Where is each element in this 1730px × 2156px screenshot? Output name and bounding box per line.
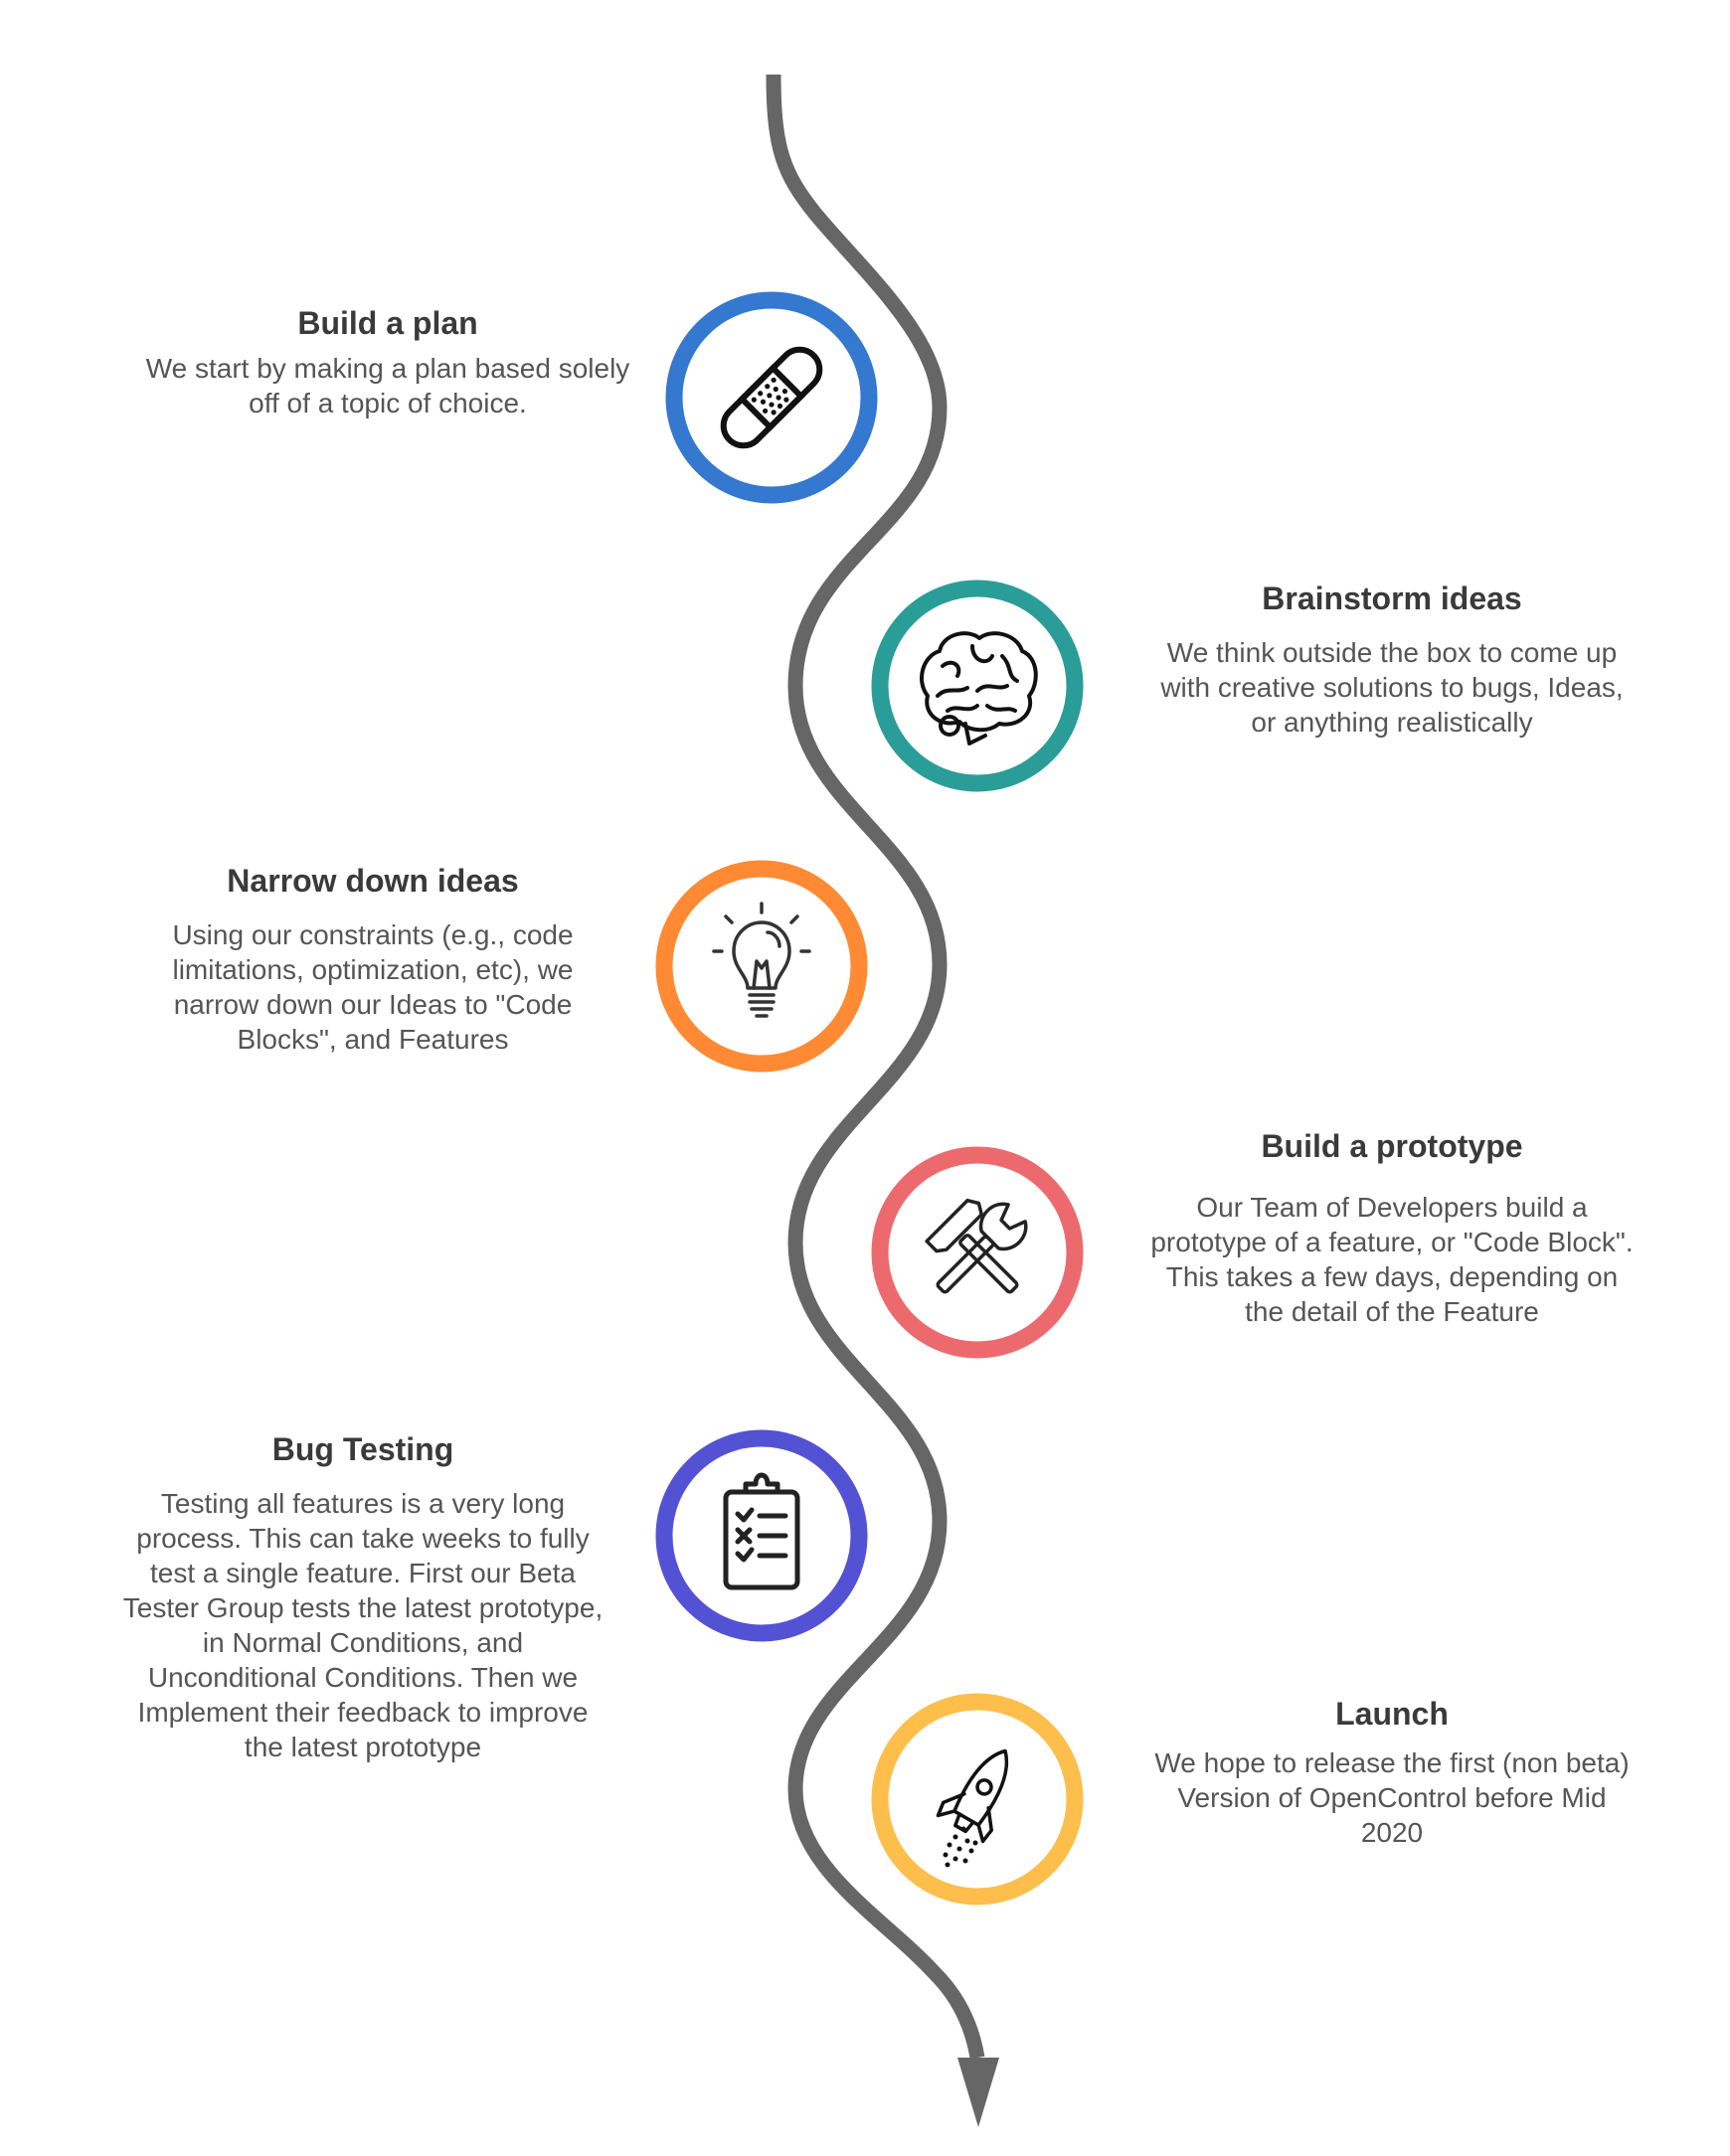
step-circle-prototype	[871, 1146, 1084, 1359]
step-title: Bug Testing	[271, 1431, 454, 1467]
step-title: Build a plan	[297, 305, 478, 341]
step-title: Narrow down ideas	[227, 863, 519, 899]
rocket-icon	[936, 1748, 1009, 1868]
step-description: We start by making a plan based solely o…	[145, 353, 630, 418]
timeline-path	[766, 74, 985, 2060]
brain-icon	[920, 631, 1038, 746]
step-testing: Bug Testing Testing all features is a ve…	[80, 1429, 646, 1764]
timeline-arrowhead	[957, 2058, 999, 2127]
step-title: Brainstorm ideas	[1262, 580, 1522, 616]
step-circle-launch	[871, 1693, 1084, 1906]
step-narrow: Narrow down ideas Using our constraints …	[80, 861, 666, 1057]
step-description: We hope to release the first (non beta) …	[1154, 1747, 1630, 1848]
step-prototype: Build a prototype Our Team of Developers…	[1089, 1126, 1695, 1329]
bandage-icon	[720, 346, 823, 449]
step-description: Our Team of Developers build a prototype…	[1150, 1192, 1634, 1327]
step-circle-brainstorm	[871, 580, 1084, 792]
step-brainstorm: Brainstorm ideas We think outside the bo…	[1089, 579, 1695, 740]
hammer-wrench-icon	[925, 1198, 1028, 1294]
step-description: Testing all features is a very long proc…	[122, 1488, 604, 1762]
step-description: We think outside the box to come up with…	[1160, 637, 1624, 738]
step-launch: Launch We hope to release the first (non…	[1089, 1694, 1695, 1850]
step-title: Build a prototype	[1261, 1128, 1523, 1164]
step-plan: Build a plan We start by making a plan b…	[80, 303, 696, 420]
clipboard-checklist-icon	[723, 1472, 800, 1590]
step-circle-plan	[665, 291, 878, 504]
step-title: Launch	[1335, 1696, 1449, 1732]
lightbulb-icon	[712, 902, 811, 1018]
step-description: Using our constraints (e.g., code limita…	[172, 919, 574, 1055]
